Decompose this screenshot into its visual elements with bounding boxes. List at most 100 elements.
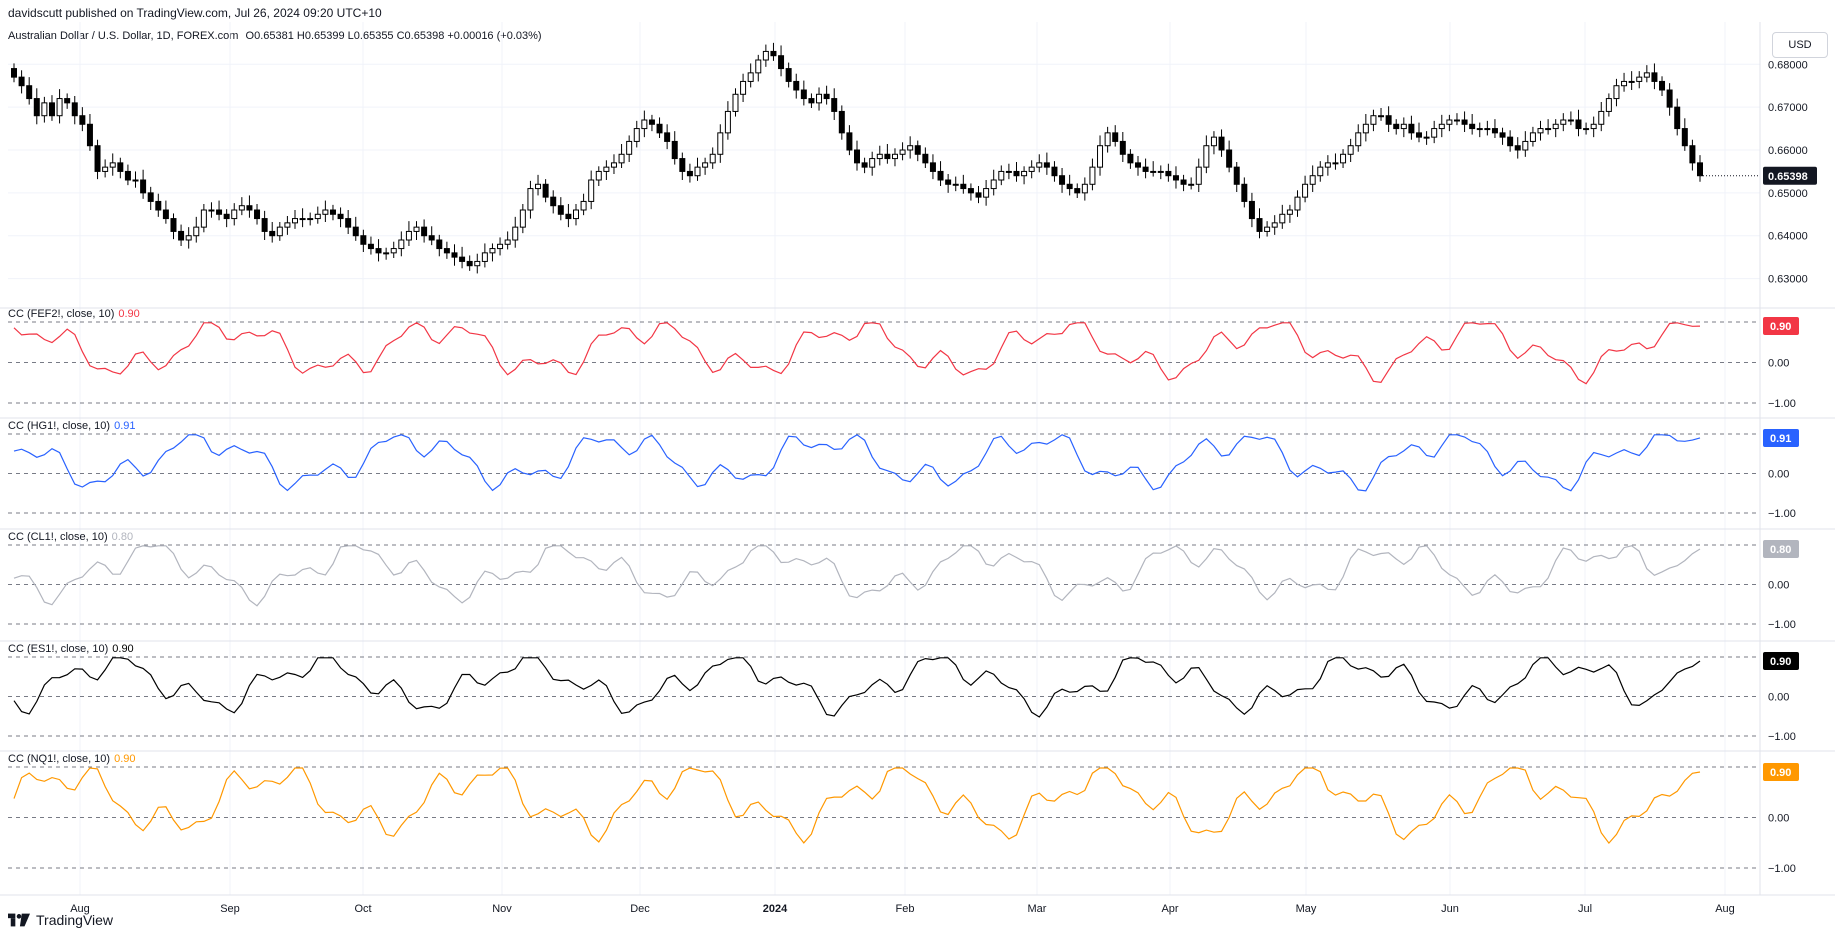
candle-body xyxy=(527,188,534,211)
candle-body xyxy=(1127,153,1134,164)
time-axis-label: Apr xyxy=(1161,903,1178,915)
indicator-value-tag xyxy=(1763,317,1799,336)
candle-body xyxy=(71,102,78,117)
candle-body xyxy=(922,153,929,164)
candle-body xyxy=(1507,136,1514,147)
price-tick-label: 0.63000 xyxy=(1768,274,1808,286)
time-axis-label: Mar xyxy=(1028,903,1047,915)
candle-body xyxy=(481,252,488,262)
candle-body xyxy=(451,252,458,258)
candle-body xyxy=(626,140,633,155)
candle-body xyxy=(140,179,147,194)
publisher-line: davidscutt published on TradingView.com,… xyxy=(8,6,382,20)
indicator-value-tag-label: 0.90 xyxy=(1770,321,1791,333)
candle-body xyxy=(755,59,762,74)
candle-body xyxy=(656,123,663,134)
tradingview-footer[interactable]: TradingView xyxy=(8,912,113,928)
candle-body xyxy=(967,188,974,194)
candle-body xyxy=(717,132,724,155)
candle-body xyxy=(1043,162,1050,168)
candle-body xyxy=(557,205,564,215)
candle-body xyxy=(1674,106,1681,130)
candle-body xyxy=(603,166,610,172)
candle-body xyxy=(618,153,625,164)
candle-body xyxy=(421,226,428,237)
candle-body xyxy=(702,162,709,168)
candle-body xyxy=(246,205,253,211)
candle-body xyxy=(1491,128,1498,134)
candle-body xyxy=(109,162,116,168)
candle-body xyxy=(269,230,276,237)
candle-body xyxy=(778,55,785,70)
candle-body xyxy=(1309,175,1316,185)
candle-body xyxy=(808,98,815,104)
candle-body xyxy=(276,226,283,237)
candle-body xyxy=(117,162,124,172)
candle-body xyxy=(854,149,860,164)
candle-body xyxy=(102,166,109,172)
candle-body xyxy=(1438,123,1445,130)
candle-body xyxy=(1362,123,1369,134)
candle-body xyxy=(891,153,898,160)
time-axis-label: Feb xyxy=(896,903,915,915)
candle-body xyxy=(1370,115,1377,125)
candle-body xyxy=(352,226,359,237)
candle-body xyxy=(907,145,914,151)
candle-body xyxy=(86,123,93,147)
candle-body xyxy=(1165,170,1172,177)
candle-body xyxy=(1416,132,1422,138)
correlation-line xyxy=(13,322,1701,385)
indicator-legend-value: 0.90 xyxy=(118,308,140,320)
candle-body xyxy=(1613,85,1620,100)
candle-body xyxy=(846,132,853,151)
candle-body xyxy=(405,230,412,241)
indicator-legend[interactable]: CC (FEF2!, close, 10) 0.90 xyxy=(8,308,140,320)
candle-body xyxy=(831,98,838,112)
indicator-tick-label: 0.00 xyxy=(1768,358,1789,370)
candle-body xyxy=(1605,98,1612,112)
indicator-legend-label: CC (NQ1!, close, 10) xyxy=(8,753,111,765)
candle-body xyxy=(1666,89,1673,108)
indicator-tick-label: 0.00 xyxy=(1768,469,1789,481)
candle-body xyxy=(261,218,268,232)
indicator-legend[interactable]: CC (HG1!, close, 10) 0.91 xyxy=(8,420,136,432)
candle-body xyxy=(1340,153,1347,164)
candle-body xyxy=(231,209,238,220)
time-axis-label: Dec xyxy=(630,903,650,915)
candle-body xyxy=(1226,149,1233,168)
candle-body xyxy=(565,213,572,220)
candle-body xyxy=(573,209,579,220)
indicator-legend[interactable]: CC (CL1!, close, 10) 0.80 xyxy=(8,531,133,543)
candle-body xyxy=(1157,170,1164,173)
candle-body xyxy=(1484,128,1491,131)
indicator-legend[interactable]: CC (ES1!, close, 10) 0.90 xyxy=(8,643,134,655)
candle-body xyxy=(337,213,344,220)
candle-body xyxy=(1241,183,1248,202)
candle-body xyxy=(884,153,891,160)
candle-body xyxy=(648,119,655,125)
indicator-value-tag xyxy=(1763,428,1799,447)
candle-body xyxy=(1188,183,1195,186)
candle-body xyxy=(147,192,154,202)
indicator-legend[interactable]: CC (NQ1!, close, 10) 0.90 xyxy=(8,753,136,765)
candle-body xyxy=(1005,170,1012,173)
candle-body xyxy=(1195,166,1202,185)
candle-body xyxy=(1476,128,1483,131)
candle-body xyxy=(1643,72,1650,78)
candle-body xyxy=(1264,226,1271,232)
time-axis-label: Aug xyxy=(70,903,90,915)
candle-body xyxy=(178,230,185,241)
candle-body xyxy=(1119,140,1126,155)
candle-body xyxy=(1514,145,1521,151)
candle-body xyxy=(1590,123,1597,130)
candle-body xyxy=(1446,119,1453,125)
candle-body xyxy=(307,218,314,221)
candle-body xyxy=(1332,162,1339,165)
indicator-tick-label: −1.00 xyxy=(1768,508,1796,520)
candle-body xyxy=(238,205,245,211)
currency-button[interactable]: USD xyxy=(1772,32,1828,58)
candle-body xyxy=(155,200,162,211)
correlation-line xyxy=(13,767,1701,845)
price-tick-label: 0.66000 xyxy=(1768,145,1808,157)
